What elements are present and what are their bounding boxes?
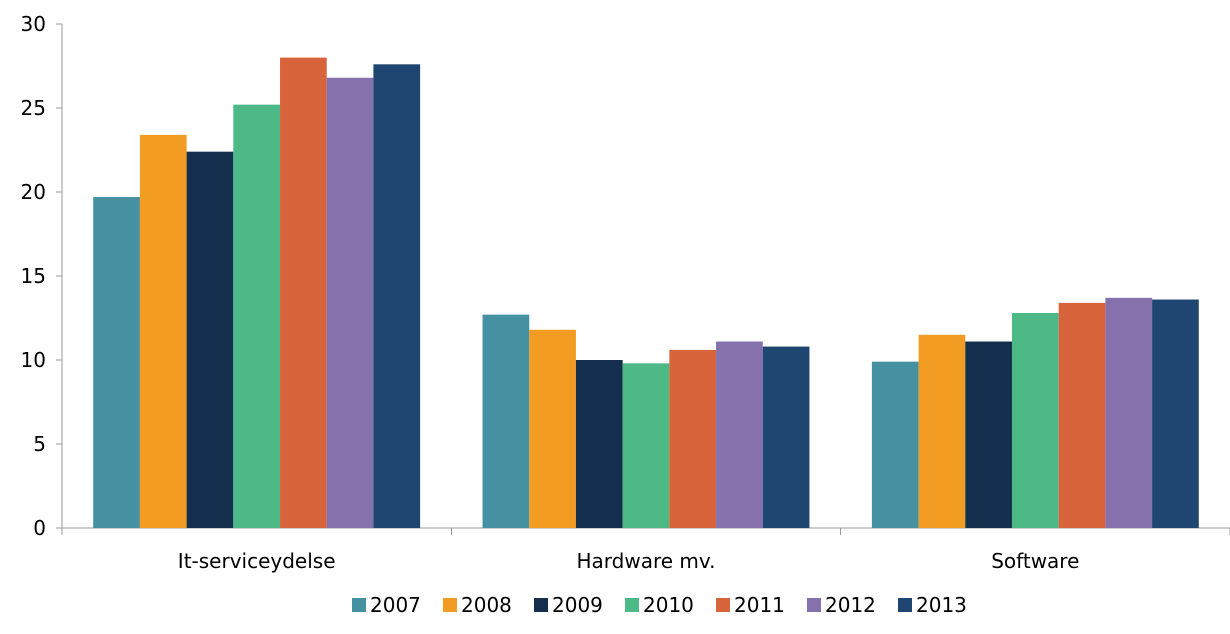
y-tick-label: 20 [21,180,46,204]
x-category-label: It-serviceydelse [178,549,336,573]
y-tick-label: 10 [21,348,46,372]
bar-2012-1 [716,341,763,528]
bar-2007-2 [871,361,919,528]
bar-2007-0 [93,197,140,529]
legend-label-2007: 2007 [370,593,421,617]
legend-swatch-2010 [625,598,639,612]
y-tick-label: 30 [21,12,46,36]
bar-2008-1 [529,329,576,528]
bar-2008-2 [918,334,966,528]
legend-swatch-2013 [898,598,912,612]
bar-2011-0 [280,57,327,528]
bar-2010-1 [622,363,670,528]
bar-2011-2 [1058,302,1106,528]
bar-2013-2 [1152,299,1199,528]
bar-2010-2 [1011,312,1059,528]
y-tick-label: 15 [21,264,46,288]
y-tick-label: 25 [21,96,46,120]
bar-2012-0 [326,77,374,528]
legend-label-2013: 2013 [916,593,967,617]
y-tick-label: 0 [33,516,46,540]
x-category-label: Software [991,549,1079,573]
bar-2009-2 [965,341,1012,528]
legend-label-2011: 2011 [734,593,785,617]
legend-label-2012: 2012 [825,593,876,617]
legend-swatch-2009 [534,598,548,612]
bar-2009-1 [575,360,623,528]
bar-2008-0 [139,134,187,528]
legend-label-2010: 2010 [643,593,694,617]
x-axis: It-serviceydelse Hardware mv. Software [61,527,1230,573]
bar-2010-0 [233,104,281,528]
bar-2009-0 [186,151,234,528]
bar-2011-1 [669,349,717,528]
bar-2012-2 [1105,297,1153,528]
legend-swatch-2012 [807,598,821,612]
bar-2007-1 [482,314,530,528]
legend-swatch-2008 [443,598,457,612]
legend: 2007 2008 2009 2010 2011 2012 2013 [352,593,967,617]
legend-label-2008: 2008 [461,593,512,617]
legend-swatch-2007 [352,598,366,612]
bar-2013-0 [373,64,421,528]
y-tick-label: 5 [33,432,46,456]
bars [93,57,1199,529]
legend-swatch-2011 [716,598,730,612]
bar-2013-1 [762,346,810,528]
y-axis: 0 5 10 15 20 25 30 [21,12,63,540]
legend-label-2009: 2009 [552,593,603,617]
x-category-label: Hardware mv. [576,549,715,573]
